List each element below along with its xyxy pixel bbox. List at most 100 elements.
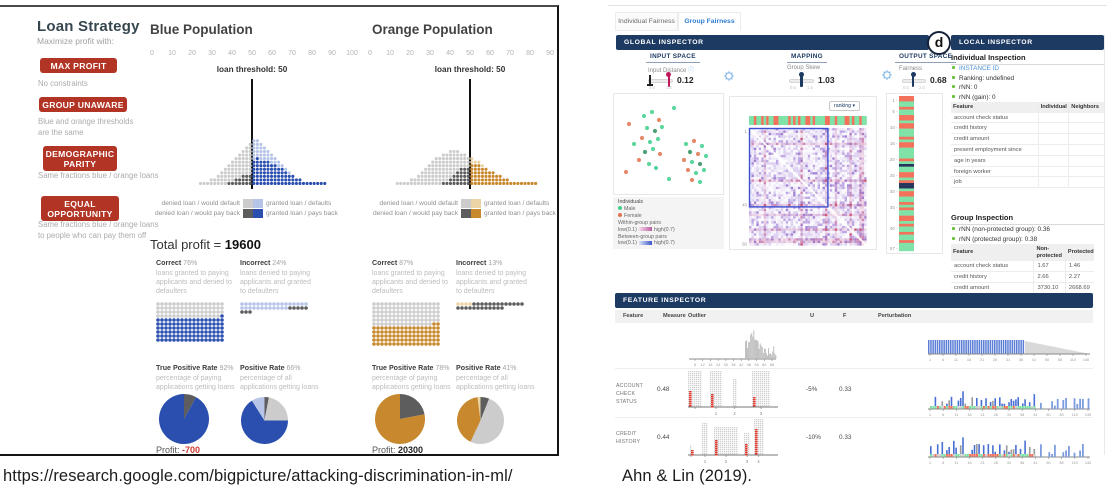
- orange-incorrect-stat: Incorrect 13% loans denied to paying appl…: [456, 259, 532, 296]
- feature-row[interactable]: account check status 1.67 1.46: [951, 261, 1094, 273]
- strategy-button-demographic-parity[interactable]: DEMOGRAPHIC PARITY: [43, 146, 117, 172]
- ranking-dropdown[interactable]: ranking ▾: [829, 101, 861, 111]
- svg-text:42: 42: [739, 363, 743, 367]
- svg-text:0: 0: [150, 50, 154, 57]
- feature-row[interactable]: credit amount 3730.10 2668.69: [951, 282, 1094, 294]
- svg-text:90: 90: [546, 50, 554, 57]
- strategy-button-group-unaware[interactable]: GROUP UNAWARE: [39, 97, 127, 113]
- slider-value: 1.03: [818, 75, 835, 85]
- within-gradient-icon: [638, 227, 652, 232]
- strategy-button-equal-opportunity[interactable]: EQUAL OPPORTUNITY: [41, 196, 119, 222]
- svg-text:110: 110: [1072, 461, 1078, 465]
- svg-text:50: 50: [248, 50, 256, 57]
- svg-text:40 -: 40 -: [890, 226, 898, 231]
- input-distance-label: Input Distance ⓘ: [648, 68, 695, 74]
- feature-row[interactable]: job: [951, 176, 1104, 189]
- feature-row[interactable]: account check status: [951, 112, 1104, 124]
- col-feature: Feature: [951, 102, 1039, 113]
- loan-strategy-title: Loan Strategy: [37, 18, 140, 35]
- strategy-desc: No constraints: [38, 79, 88, 88]
- scatter-plot: [623, 105, 709, 185]
- svg-text:1: 1: [929, 413, 931, 417]
- blue-pr-stat-title: Positive Rate 66%: [240, 364, 301, 372]
- bullet-icon: [952, 227, 955, 230]
- svg-text:36: 36: [731, 363, 735, 367]
- global-inspector-bar: GLOBAL INSPECTOR: [616, 35, 929, 50]
- orange-profit: Profit: 20300: [372, 445, 424, 455]
- slider-min: 0.0: [903, 85, 909, 90]
- group-skew-label: Group Skew: [787, 65, 821, 71]
- bullet-icon: [952, 85, 955, 88]
- output-space-header: OUTPUT SPACE: [895, 53, 957, 63]
- legend-denied-default: denied loan / would default: [379, 200, 458, 208]
- scatter-legend: Individuals Male Female Within-group pairs l…: [613, 197, 724, 249]
- slider-handle[interactable]: [667, 73, 670, 87]
- feature-row[interactable]: age in years: [951, 155, 1104, 167]
- slider-handle[interactable]: [800, 73, 803, 87]
- gear-icon[interactable]: [724, 68, 734, 86]
- svg-text:54: 54: [754, 363, 758, 367]
- slider-knob[interactable]: [666, 72, 672, 77]
- slider-knob[interactable]: [798, 72, 804, 77]
- slider-knob[interactable]: [910, 72, 916, 77]
- svg-text:80: 80: [526, 50, 534, 57]
- slider-min: 0.0: [649, 85, 655, 90]
- svg-text:2: 2: [725, 459, 728, 464]
- input-distance-slider[interactable]: 0.12 0.0 1.2: [647, 72, 709, 90]
- tab-group-fairness[interactable]: Group Fairness: [678, 12, 741, 31]
- strategy-desc: Same fractions blue / orange loans to pe…: [38, 220, 159, 240]
- figure-panel-label-d: d: [927, 31, 951, 55]
- svg-text:26: 26: [993, 358, 997, 362]
- svg-text:20: 20: [188, 50, 196, 57]
- strategy-desc: Same fractions blue / orange loans: [38, 171, 159, 180]
- svg-text:36: 36: [1020, 461, 1024, 465]
- svg-text:57 -: 57 -: [890, 246, 898, 251]
- svg-text:36: 36: [1019, 358, 1023, 362]
- svg-text:31: 31: [1007, 413, 1011, 417]
- orange-pr-stat: Positive Rate 41% percentage of all appli…: [456, 364, 542, 392]
- blue-incorrect-stat-title: Incorrect 24%: [240, 259, 287, 267]
- legend-swatch-granted-default: [471, 199, 481, 209]
- svg-text:16: 16: [967, 358, 971, 362]
- info-icon[interactable]: ⓘ: [688, 68, 695, 74]
- feature-row[interactable]: credit history: [951, 122, 1104, 135]
- blue-pr-pie: [240, 396, 288, 444]
- col-feature: Feature: [951, 244, 1034, 262]
- feature-row[interactable]: credit history 2.66 2.27: [951, 271, 1094, 283]
- fi-row-u: -5%: [806, 386, 818, 393]
- legend-row-default: denied loan / would default granted loan …: [148, 199, 338, 209]
- svg-text:40: 40: [446, 50, 454, 57]
- strategy-button-max-profit[interactable]: MAX PROFIT: [40, 58, 117, 74]
- slider-handle[interactable]: [911, 73, 915, 87]
- orange-pr-pie: [456, 396, 504, 444]
- fi-col-feature: Feature: [623, 313, 644, 319]
- group-skew-slider[interactable]: 1.03 0.5 1.5: [789, 72, 850, 90]
- male-dot-icon: [618, 205, 622, 210]
- svg-text:140: 140: [1083, 358, 1089, 362]
- output-ranking-stripe: 1 - 5 - 10 - 15 - 20 - 25 - 30 - 35 - 40 - 57 -: [890, 96, 914, 252]
- svg-text:18: 18: [708, 363, 712, 367]
- svg-text:66: 66: [770, 363, 774, 367]
- strategy-desc: Blue and orange thresholds are the same: [38, 117, 134, 137]
- orange-tpr-pie: [375, 394, 425, 444]
- gear-icon[interactable]: [882, 67, 892, 85]
- blue-incorrect-stat-desc: loans denied to paying applicants and gr…: [240, 270, 311, 296]
- slider-track[interactable]: [648, 79, 673, 83]
- feature-row[interactable]: foreign worker: [951, 166, 1104, 178]
- fairness-slider[interactable]: 0.68 0.0 2.0: [902, 72, 962, 90]
- orange-tpr-stat-desc: percentage of paying applications gettin…: [372, 375, 451, 392]
- svg-text:4: 4: [757, 459, 760, 464]
- inspection-item: rNN (non-protected group): 0.36: [952, 225, 1050, 235]
- svg-text:80: 80: [1058, 358, 1062, 362]
- legend-denied-payback: denied loan / would pay back: [372, 209, 458, 217]
- row-divider: [615, 368, 1093, 369]
- individual-feature-table: Feature Individual Neighbors account check …: [951, 102, 1104, 189]
- scatter-legend-male: Male: [618, 205, 719, 213]
- tab-individual-fairness[interactable]: Individual Fairness: [615, 12, 678, 31]
- svg-text:90: 90: [328, 50, 336, 57]
- legend-swatch-granted-payback: [253, 208, 263, 218]
- group-inspection-title: Group Inspection: [951, 213, 1104, 225]
- feature-row[interactable]: credit amount: [951, 133, 1104, 146]
- col-protected: Protected: [1064, 244, 1094, 262]
- feature-row[interactable]: present employment since: [951, 144, 1104, 156]
